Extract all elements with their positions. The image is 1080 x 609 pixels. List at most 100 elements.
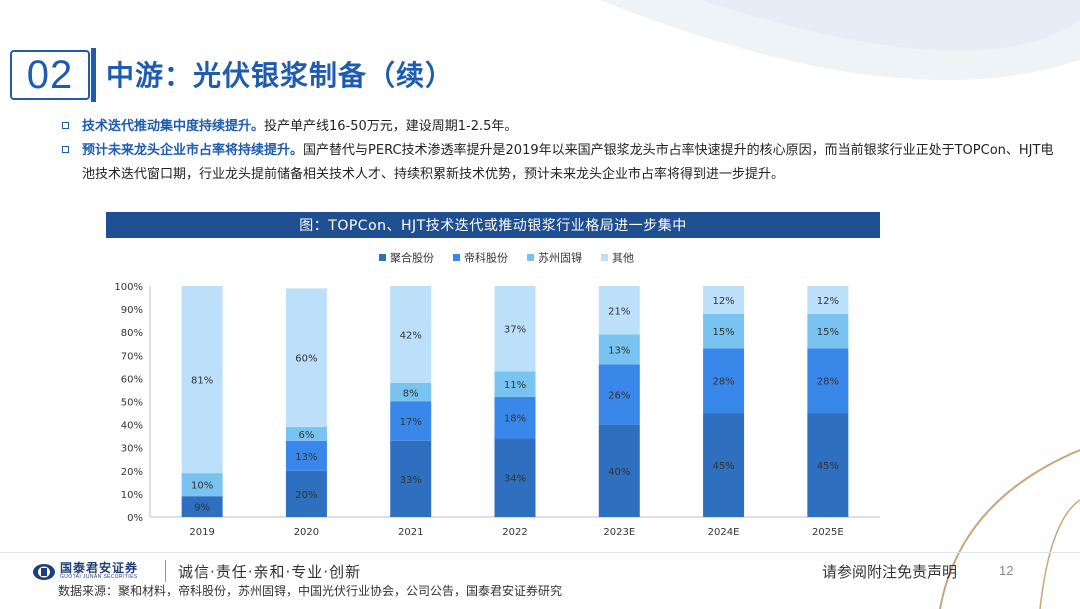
bar-segment [181,473,223,497]
bar-segment [285,426,327,441]
bar-segment [703,413,745,517]
bar-segment [390,286,432,384]
y-tick-label: 80% [121,328,143,339]
bullet-item: 技术迭代推动集中度持续提升。投产单产线16-50万元，建设周期1-2.5年。 [58,115,1058,139]
y-tick-label: 60% [121,374,143,385]
bar-segment [390,383,432,402]
figure-title: 图：TOPCon、HJT技术迭代或推动银浆行业格局进一步集中 [106,212,880,238]
data-label: 60% [295,354,317,365]
bullet-text: 投产单产线16-50万元，建设周期1-2.5年。 [264,119,518,134]
data-label: 8% [403,388,419,399]
data-label: 37% [504,325,526,336]
data-label: 45% [712,461,734,472]
data-label: 40% [608,467,630,478]
data-label: 21% [608,306,630,317]
y-tick-label: 90% [121,305,143,316]
bar-segment [807,413,849,517]
data-label: 9% [194,503,210,514]
bar-segment [494,286,536,372]
bar-segment [598,334,640,365]
data-label: 28% [817,377,839,388]
y-tick-label: 0% [127,513,143,524]
x-tick-label: 2022 [502,527,527,538]
bullet-highlight: 技术迭代推动集中度持续提升。 [82,119,265,134]
data-label: 33% [400,475,422,486]
page-number: 12 [999,563,1014,578]
data-label: 13% [295,452,317,463]
stacked-bar-chart: 聚合股份 帝科股份 苏州固锝 其他 0% 10% 20% 30% 40% 50% 60% 70% 80%… [114,251,880,538]
bar-segment [703,348,745,414]
bullet-text: 国产替代与PERC技术渗透率提升是2019年以来国产银浆龙头市占率快速提升的核心… [82,143,1054,182]
data-label: 17% [400,417,422,428]
y-tick-label: 10% [121,490,143,501]
bullet-square-icon [62,122,69,129]
data-label: 15% [817,327,839,338]
legend-swatch [453,254,460,261]
data-label: 34% [504,474,526,485]
y-tick-label: 50% [121,398,143,409]
x-tick-label: 2019 [189,527,214,538]
data-label: 11% [504,380,526,391]
bar-segment [390,440,432,517]
data-label: 10% [191,481,213,492]
x-tick-label: 2025E [812,527,844,538]
bar-segment [703,313,745,349]
data-source: 数据来源：聚和材料，帝科股份，苏州固锝，中国光伏行业协会，公司公告，国泰君安证券… [58,584,563,598]
y-tick-label: 40% [121,421,143,432]
section-accent-bar [91,48,96,102]
logo-name: 国泰君安证券 [60,561,139,575]
bar-segment [390,401,432,441]
bar-segment [285,470,327,517]
company-logo: 国泰君安证券 GUOTAI JUNAN SECURITIES [32,562,138,581]
bullet-square-icon [62,146,69,153]
bar-segment [703,286,745,314]
bar-segment [285,288,327,427]
bullet-list: 技术迭代推动集中度持续提升。投产单产线16-50万元，建设周期1-2.5年。 预… [58,115,1058,187]
logo-subtitle: GUOTAI JUNAN SECURITIES [60,574,138,580]
legend-swatch [601,254,608,261]
data-label: 20% [295,490,317,501]
footer-separator [165,560,166,582]
data-label: 13% [608,346,630,357]
legend-swatch [527,254,534,261]
y-tick-label: 20% [121,467,143,478]
bullet-item: 预计未来龙头企业市占率将持续提升。国产替代与PERC技术渗透率提升是2019年以… [58,139,1058,187]
data-label: 15% [712,327,734,338]
bar-segment [181,496,223,517]
disclaimer-note: 请参阅附注免责声明 [822,563,958,581]
bar-segment [494,371,536,397]
bar-segment [598,364,640,425]
y-tick-label: 30% [121,444,143,455]
data-label: 26% [608,391,630,402]
legend-swatch [379,254,386,261]
x-tick-label: 2023E [603,527,635,538]
data-label: 42% [400,331,422,342]
bar-segment [285,440,327,471]
data-label: 18% [504,414,526,425]
bar-segment [598,424,640,517]
bullet-highlight: 预计未来龙头企业市占率将持续提升。 [82,143,304,158]
data-label: 12% [712,296,734,307]
data-label: 12% [817,296,839,307]
data-label: 6% [298,430,314,441]
section-number: 02 [10,50,90,100]
data-label: 45% [817,461,839,472]
page-title: 中游：光伏银浆制备（续） [106,59,455,92]
y-tick-label: 100% [114,282,143,293]
data-label: 28% [712,377,734,388]
bar-segment [494,396,536,439]
footer-slogan: 诚信·责任·亲和·专业·创新 [178,563,362,581]
data-label: 81% [191,376,213,387]
x-tick-label: 2021 [398,527,423,538]
legend-label: 帝科股份 [464,251,508,265]
logo-emblem-icon [33,563,55,580]
footer-divider [0,552,1080,553]
x-tick-label: 2020 [294,527,319,538]
bar-segment [807,348,849,414]
bar-segment [494,438,536,517]
legend-label: 聚合股份 [390,251,434,265]
legend-label: 苏州固锝 [538,252,582,265]
legend-label: 其他 [612,252,634,265]
bar-segment [807,313,849,349]
bar-segment [807,286,849,314]
